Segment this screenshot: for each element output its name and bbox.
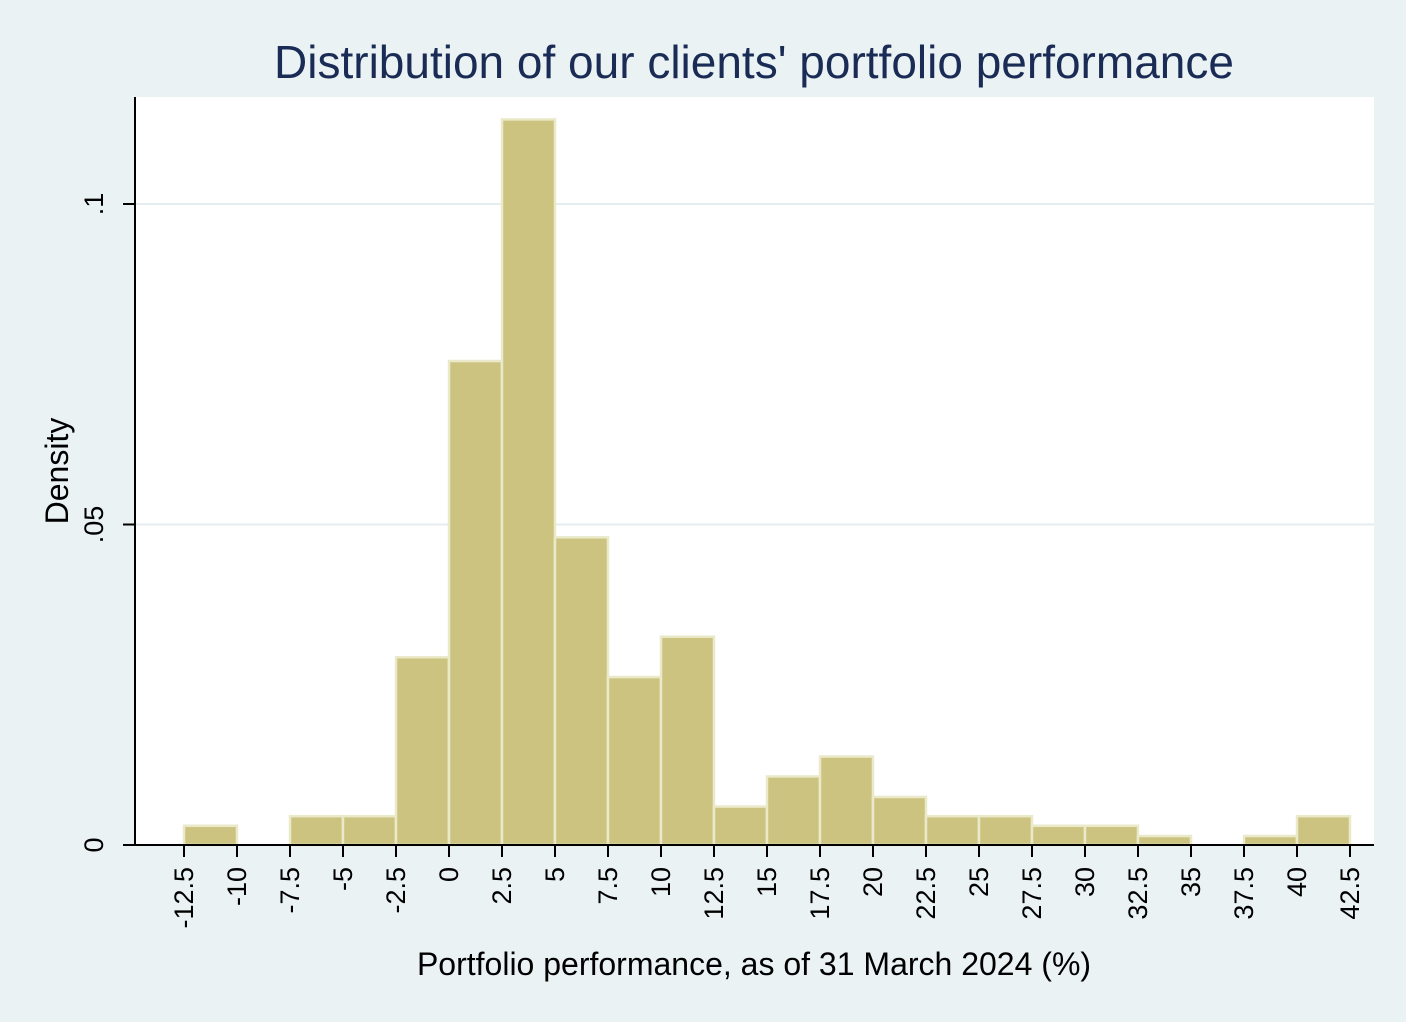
histogram-bar-0 xyxy=(182,824,239,847)
y-tick-label-2: .1 xyxy=(79,193,109,216)
histogram-bar-8 xyxy=(606,675,663,847)
y-tick-label-1: .05 xyxy=(79,506,109,544)
x-tick-label-19: 35 xyxy=(1176,867,1206,897)
histogram-bar-4 xyxy=(394,655,451,847)
axes xyxy=(134,97,1374,846)
x-tick-label-22: 42.5 xyxy=(1335,867,1365,920)
x-tick-label-2: -7.5 xyxy=(275,867,305,914)
x-tick-label-11: 15 xyxy=(752,867,782,897)
x-tick-label-17: 30 xyxy=(1070,867,1100,897)
histogram-bar-2 xyxy=(288,814,345,847)
plot-area xyxy=(135,97,1374,845)
histogram-bar-15 xyxy=(977,814,1034,847)
y-axis-title: Density xyxy=(39,418,75,525)
histogram-bar-6 xyxy=(500,118,557,847)
histogram-bar-12 xyxy=(818,755,875,847)
histogram-bar-5 xyxy=(447,359,504,847)
histogram-bar-20 xyxy=(1242,834,1299,847)
histogram-bar-9 xyxy=(659,635,716,847)
grid-lines xyxy=(135,203,1374,526)
x-tick-label-6: 2.5 xyxy=(487,867,517,905)
x-axis-title: Portfolio performance, as of 31 March 20… xyxy=(417,946,1091,982)
y-tick-label-0: 0 xyxy=(79,837,109,852)
histogram-bar-7 xyxy=(553,536,610,847)
histogram-bar-16 xyxy=(1030,824,1087,847)
x-tick-label-20: 37.5 xyxy=(1229,867,1259,920)
x-tick-label-9: 10 xyxy=(646,867,676,897)
histogram-bar-10 xyxy=(712,805,769,847)
histogram-bar-11 xyxy=(765,775,822,847)
x-tick-label-5: 0 xyxy=(434,867,464,882)
x-tick-label-13: 20 xyxy=(858,867,888,897)
histogram-bar-21 xyxy=(1295,814,1352,847)
x-tick-label-18: 32.5 xyxy=(1123,867,1153,920)
histogram-bar-3 xyxy=(341,814,398,847)
y-axis-ticks: 0 .05 .1 xyxy=(79,193,135,853)
x-axis-ticks: -12.5 -10 -7.5 -5 -2.5 0 2.5 5 7.5 10 12.5 15 17.5 20… xyxy=(169,845,1365,929)
x-tick-label-12: 17.5 xyxy=(805,867,835,920)
x-tick-label-15: 25 xyxy=(964,867,994,897)
histogram-bar-18 xyxy=(1136,834,1193,847)
x-tick-label-8: 7.5 xyxy=(593,867,623,905)
x-tick-label-10: 12.5 xyxy=(699,867,729,920)
x-tick-label-14: 22.5 xyxy=(911,867,941,920)
histogram-bar-13 xyxy=(871,795,928,847)
x-tick-label-21: 40 xyxy=(1282,867,1312,897)
histogram-bar-17 xyxy=(1083,824,1140,847)
x-tick-label-7: 5 xyxy=(540,867,570,882)
x-tick-label-1: -10 xyxy=(222,867,252,906)
x-tick-label-4: -2.5 xyxy=(381,867,411,914)
x-tick-label-3: -5 xyxy=(328,867,358,891)
chart-title: Distribution of our clients' portfolio p… xyxy=(274,36,1234,88)
x-tick-label-0: -12.5 xyxy=(169,867,199,929)
histogram-bar-14 xyxy=(924,814,981,847)
x-tick-label-16: 27.5 xyxy=(1017,867,1047,920)
histogram-bars xyxy=(182,118,1352,847)
